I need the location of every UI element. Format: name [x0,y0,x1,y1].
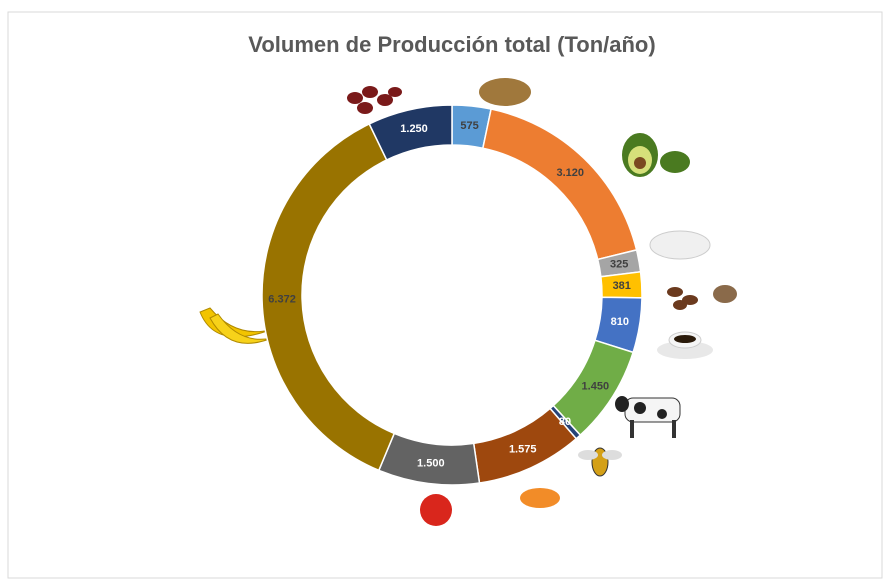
chart-frame [7,11,883,579]
data-label: 1.450 [582,380,610,392]
data-label: 3.120 [556,167,584,179]
data-label: 6.372 [268,294,296,306]
coffee-icon [657,331,713,359]
icons [199,78,737,526]
papaya-icon [520,488,560,508]
avocado-icon [622,133,690,177]
bee-icon [578,447,622,477]
data-label: 381 [613,280,631,292]
data-label: 1.575 [509,444,537,456]
basket-icon [479,78,531,106]
data-label: 80 [559,416,571,428]
data-label: 1.500 [417,458,445,470]
data-label: 325 [610,258,628,270]
data-label: 810 [611,316,629,328]
donut-segment [368,104,453,161]
tomato-icon [420,494,452,526]
cow-icon [615,396,681,438]
rice-icon [649,230,711,260]
chart-title: Volumen de Producción total (Ton/año) [248,32,655,57]
beans-icon [347,86,402,114]
cacao-icon [667,285,737,310]
data-label: 575 [460,120,478,132]
data-label: 1.250 [400,123,428,135]
